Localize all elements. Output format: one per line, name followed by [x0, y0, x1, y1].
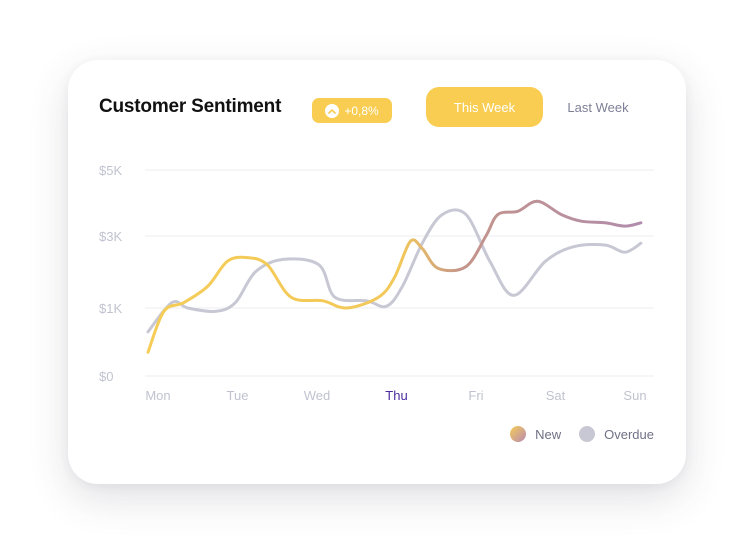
y-axis-ticks: $0 $1K $3K $5K [99, 163, 122, 384]
tab-this-week[interactable]: This Week [426, 87, 543, 127]
y-tick-label: $1K [99, 301, 122, 316]
x-tick-label: Wed [304, 388, 331, 403]
x-tick-label: Fri [468, 388, 483, 403]
chart-grid [145, 169, 654, 377]
x-tick-label: Sun [623, 388, 646, 403]
y-tick-label: $3K [99, 229, 122, 244]
x-tick-label: Tue [227, 388, 249, 403]
card-title: Customer Sentiment [99, 96, 282, 117]
x-tick-label: Mon [145, 388, 170, 403]
tab-last-week[interactable]: Last Week [567, 99, 629, 115]
x-tick-label: Sat [546, 388, 566, 403]
series-line-overdue [146, 208, 643, 334]
series-line-new [146, 199, 643, 354]
legend-item-overdue[interactable]: Overdue [579, 426, 654, 442]
chevron-up-icon [325, 103, 340, 118]
y-tick-label: $5K [99, 163, 122, 178]
sentiment-card: Customer Sentiment +0,8% This Week Last … [68, 60, 686, 484]
legend-label-overdue: Overdue [604, 426, 654, 442]
line-chart: $0 $1K $3K $5K Mon Tue Wed Thu Fri Sat Sun [99, 163, 654, 403]
legend-item-new[interactable]: New [510, 426, 561, 442]
chart-series [146, 199, 643, 354]
legend-swatch-overdue [579, 426, 596, 442]
legend-label-new: New [535, 426, 562, 442]
y-tick-label: $0 [99, 369, 113, 384]
chart-legend: New Overdue [510, 426, 654, 442]
change-badge: +0,8% [312, 98, 392, 123]
x-axis-ticks: Mon Tue Wed Thu Fri Sat Sun [145, 388, 646, 403]
legend-swatch-new [510, 426, 527, 442]
x-tick-label: Thu [385, 388, 407, 403]
change-value: +0,8% [344, 103, 379, 118]
